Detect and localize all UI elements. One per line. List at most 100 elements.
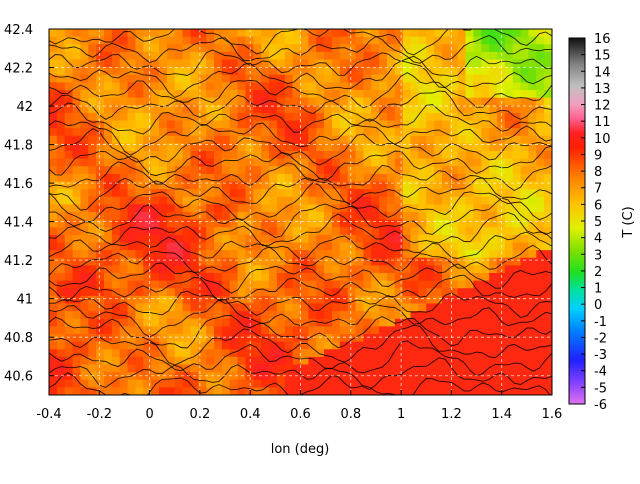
- heat-cell: [182, 143, 192, 152]
- heat-cell: [111, 334, 121, 343]
- heat-cell: [276, 166, 286, 175]
- heat-cell: [56, 51, 66, 61]
- heat-cell: [308, 181, 317, 190]
- heat-cell: [49, 265, 58, 274]
- heat-cell: [190, 120, 199, 129]
- heat-cell: [80, 51, 89, 61]
- heat-cell: [347, 82, 357, 91]
- heat-cell: [49, 204, 58, 213]
- heat-cell: [253, 372, 262, 381]
- colorbar-tick-label: 4: [594, 232, 602, 247]
- heat-cell: [512, 105, 522, 114]
- heat-cell: [363, 112, 372, 122]
- heat-cell: [96, 143, 105, 152]
- heat-cell: [96, 295, 105, 305]
- heat-cell: [80, 173, 89, 183]
- heat-cell: [198, 295, 207, 305]
- heat-cell: [119, 227, 129, 236]
- heat-cell: [276, 387, 286, 395]
- heat-cell: [371, 181, 380, 190]
- heat-cell: [418, 364, 427, 373]
- heat-cell: [159, 219, 168, 228]
- heat-cell: [127, 189, 137, 198]
- heat-cell: [434, 67, 443, 76]
- heat-cell: [245, 265, 254, 274]
- heat-cell: [394, 204, 404, 213]
- heat-cell: [418, 387, 427, 395]
- heat-cell: [292, 67, 302, 76]
- heat-cell: [276, 90, 286, 99]
- heat-cell: [143, 158, 152, 167]
- heat-cell: [363, 82, 372, 91]
- heat-cell: [481, 29, 490, 38]
- heat-cell: [166, 372, 176, 381]
- heat-cell: [151, 387, 160, 395]
- heat-cell: [229, 372, 239, 381]
- heat-cell: [253, 74, 262, 83]
- heat-cell: [206, 387, 215, 395]
- heat-cell: [449, 257, 459, 266]
- heat-cell: [520, 326, 530, 335]
- heat-cell: [426, 204, 435, 213]
- heat-cell: [528, 349, 537, 358]
- heat-cell: [284, 196, 294, 205]
- heat-cell: [64, 82, 74, 91]
- heat-cell: [363, 303, 372, 312]
- heat-cell: [536, 74, 545, 83]
- heat-cell: [261, 242, 270, 251]
- heat-cell: [386, 112, 396, 122]
- heat-cell: [276, 303, 286, 312]
- heat-cell: [198, 166, 207, 175]
- heat-cell: [56, 82, 66, 91]
- heat-cell: [111, 326, 121, 335]
- heat-cell: [536, 44, 545, 53]
- heat-cell: [386, 67, 396, 76]
- heat-cell: [284, 234, 294, 244]
- heat-cell: [504, 44, 514, 53]
- heat-cell: [394, 212, 404, 221]
- heat-cell: [481, 196, 490, 205]
- heat-cell: [119, 128, 129, 137]
- heat-cell: [457, 181, 467, 190]
- heat-cell: [473, 51, 482, 61]
- heat-cell: [520, 36, 530, 45]
- heat-cell: [324, 250, 333, 259]
- heat-cell: [504, 82, 514, 91]
- heat-cell: [434, 189, 443, 198]
- heat-cell: [127, 212, 137, 221]
- heat-cell: [300, 29, 309, 38]
- heat-cell: [434, 303, 443, 312]
- heat-cell: [190, 189, 199, 198]
- heat-cell: [159, 158, 168, 167]
- heat-cell: [465, 51, 475, 61]
- heat-cell: [284, 326, 294, 335]
- heat-cell: [229, 105, 239, 114]
- heat-cell: [489, 364, 498, 373]
- heat-cell: [253, 288, 262, 297]
- heat-cell: [72, 334, 82, 343]
- heat-cell: [308, 311, 317, 320]
- heat-cell: [64, 204, 74, 213]
- heat-cell: [253, 143, 262, 152]
- x-tick-label: 1.6: [542, 407, 563, 422]
- heat-cell: [520, 219, 530, 228]
- heat-cell: [143, 29, 152, 38]
- heat-cell: [104, 82, 113, 91]
- heat-cell: [221, 128, 231, 137]
- heat-cell: [135, 67, 144, 76]
- heat-cell: [96, 212, 105, 221]
- heat-cell: [331, 181, 341, 190]
- heat-cell: [504, 242, 514, 251]
- heat-cell: [253, 387, 262, 395]
- heat-cell: [49, 318, 58, 327]
- heat-cell: [441, 318, 451, 327]
- heat-cell: [347, 318, 357, 327]
- heat-cell: [127, 44, 137, 53]
- heat-cell: [96, 166, 105, 175]
- heat-cell: [245, 372, 254, 381]
- heat-cell: [182, 341, 192, 350]
- heat-cell: [394, 295, 404, 305]
- heat-cell: [379, 295, 388, 305]
- heat-cell: [49, 97, 58, 106]
- heat-cell: [371, 379, 380, 388]
